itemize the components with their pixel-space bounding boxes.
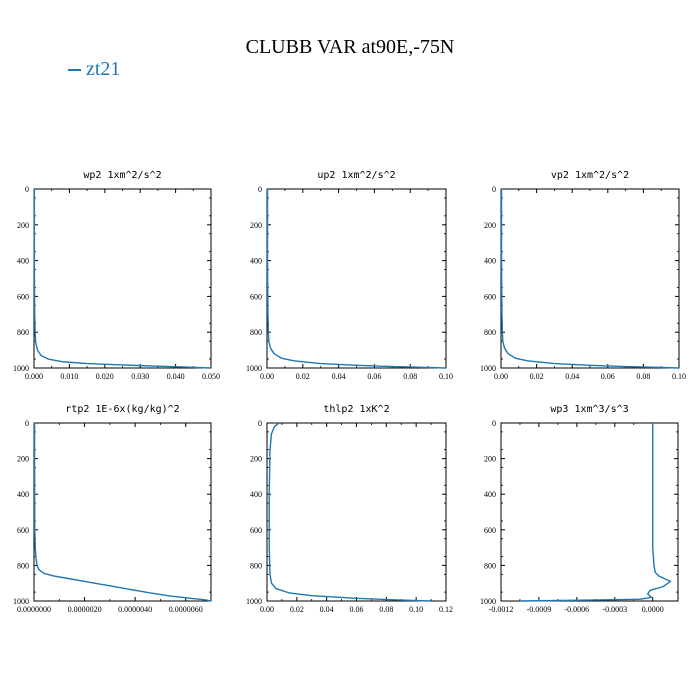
y-tick-label: 0 xyxy=(25,419,29,428)
x-tick-label: 0.030 xyxy=(131,372,149,381)
x-tick-label: 0.08 xyxy=(636,372,650,381)
x-tick-label: 0.04 xyxy=(320,605,334,614)
panel-title: rtp2 1E-6x(kg/kg)^2 xyxy=(65,404,179,415)
x-tick-label: 0.10 xyxy=(409,605,423,614)
panel-title: wp3 1xm^3/s^3 xyxy=(550,404,628,415)
x-tick-label: 0.050 xyxy=(202,372,220,381)
plot-frame xyxy=(500,422,679,602)
y-tick-label: 200 xyxy=(17,221,29,230)
y-tick-label: 600 xyxy=(17,292,29,301)
x-tick-label: 0.020 xyxy=(96,372,114,381)
figure-title: CLUBB VAR at90E,-75N xyxy=(245,36,455,58)
y-tick-label: 1000 xyxy=(13,597,29,606)
panel-title: wp2 1xm^2/s^2 xyxy=(83,170,161,181)
y-tick-label: 0 xyxy=(492,419,496,428)
x-tick-label: 0.04 xyxy=(332,372,346,381)
y-tick-label: 800 xyxy=(250,328,262,337)
series-line xyxy=(500,189,680,369)
y-tick-label: 400 xyxy=(250,490,262,499)
y-tick-label: 1000 xyxy=(246,597,262,606)
y-tick-label: 600 xyxy=(484,292,496,301)
y-tick-label: 400 xyxy=(17,257,29,266)
x-tick-label: 0.0000 xyxy=(642,605,664,614)
x-tick-label: 0.10 xyxy=(672,372,686,381)
y-tick-label: 800 xyxy=(250,561,262,570)
y-tick-label: 800 xyxy=(17,328,29,337)
plot-frame xyxy=(33,422,212,602)
x-tick-label: -0.0012 xyxy=(489,605,514,614)
x-tick-label: 0.06 xyxy=(367,372,381,381)
plot-frame xyxy=(266,188,447,369)
y-tick-label: 600 xyxy=(17,526,29,535)
plot-frame xyxy=(500,188,680,369)
x-tick-label: -0.0003 xyxy=(602,605,627,614)
panel-title: up2 1xm^2/s^2 xyxy=(317,170,395,181)
y-tick-label: 200 xyxy=(250,221,262,230)
y-tick-label: 800 xyxy=(17,561,29,570)
series-line xyxy=(266,189,447,369)
x-tick-label: 0.10 xyxy=(439,372,453,381)
x-tick-label: 0.0000020 xyxy=(68,605,102,614)
y-tick-label: 0 xyxy=(25,185,29,194)
x-tick-label: 0.04 xyxy=(565,372,579,381)
x-tick-label: -0.0006 xyxy=(565,605,590,614)
x-tick-label: -0.0009 xyxy=(527,605,552,614)
y-tick-label: 1000 xyxy=(246,364,262,373)
legend-label: zt21 xyxy=(86,58,121,80)
x-tick-label: 0.00 xyxy=(260,605,274,614)
x-tick-label: 0.0000000 xyxy=(17,605,51,614)
y-tick-label: 1000 xyxy=(480,364,496,373)
y-tick-label: 400 xyxy=(484,490,496,499)
y-tick-label: 600 xyxy=(250,292,262,301)
x-tick-label: 0.02 xyxy=(296,372,310,381)
x-tick-label: 0.010 xyxy=(60,372,78,381)
x-tick-label: 0.08 xyxy=(379,605,393,614)
x-tick-label: 0.0000060 xyxy=(169,605,203,614)
y-tick-label: 0 xyxy=(492,185,496,194)
plot-frame xyxy=(266,422,447,602)
x-tick-label: 0.06 xyxy=(350,605,364,614)
y-tick-label: 400 xyxy=(17,490,29,499)
plot-frame xyxy=(33,188,212,369)
panel-title: vp2 1xm^2/s^2 xyxy=(551,170,629,181)
x-tick-label: 0.02 xyxy=(530,372,544,381)
series-line xyxy=(33,422,212,602)
y-tick-label: 0 xyxy=(258,419,262,428)
series-line xyxy=(268,422,432,602)
x-tick-label: 0.00 xyxy=(494,372,508,381)
chart-panel: rtp2 1E-6x(kg/kg)^2020040060080010000.00… xyxy=(13,404,212,614)
x-tick-label: 0.0000040 xyxy=(118,605,152,614)
legend-line-icon xyxy=(68,69,81,72)
y-tick-label: 400 xyxy=(484,257,496,266)
legend: zt21 xyxy=(68,58,120,81)
x-tick-label: 0.00 xyxy=(260,372,274,381)
y-tick-label: 800 xyxy=(484,328,496,337)
x-tick-label: 0.06 xyxy=(601,372,615,381)
x-tick-label: 0.000 xyxy=(25,372,43,381)
series-line xyxy=(33,189,212,369)
y-tick-label: 1000 xyxy=(13,364,29,373)
panel-title: thlp2 1xK^2 xyxy=(323,404,389,415)
x-tick-label: 0.040 xyxy=(167,372,185,381)
y-tick-label: 200 xyxy=(484,221,496,230)
y-tick-label: 200 xyxy=(484,455,496,464)
x-tick-label: 0.12 xyxy=(439,605,453,614)
y-tick-label: 600 xyxy=(250,526,262,535)
y-tick-label: 0 xyxy=(258,185,262,194)
y-tick-label: 600 xyxy=(484,526,496,535)
y-tick-label: 200 xyxy=(250,455,262,464)
y-tick-label: 800 xyxy=(484,561,496,570)
y-tick-label: 1000 xyxy=(480,597,496,606)
chart-panel: wp3 1xm^3/s^3 0 200 400 600 800 1000-0.0012 -0.… xyxy=(480,404,679,614)
y-tick-label: 200 xyxy=(17,455,29,464)
series-line xyxy=(519,423,672,602)
x-tick-label: 0.08 xyxy=(403,372,417,381)
y-tick-label: 400 xyxy=(250,257,262,266)
x-tick-label: 0.02 xyxy=(290,605,304,614)
